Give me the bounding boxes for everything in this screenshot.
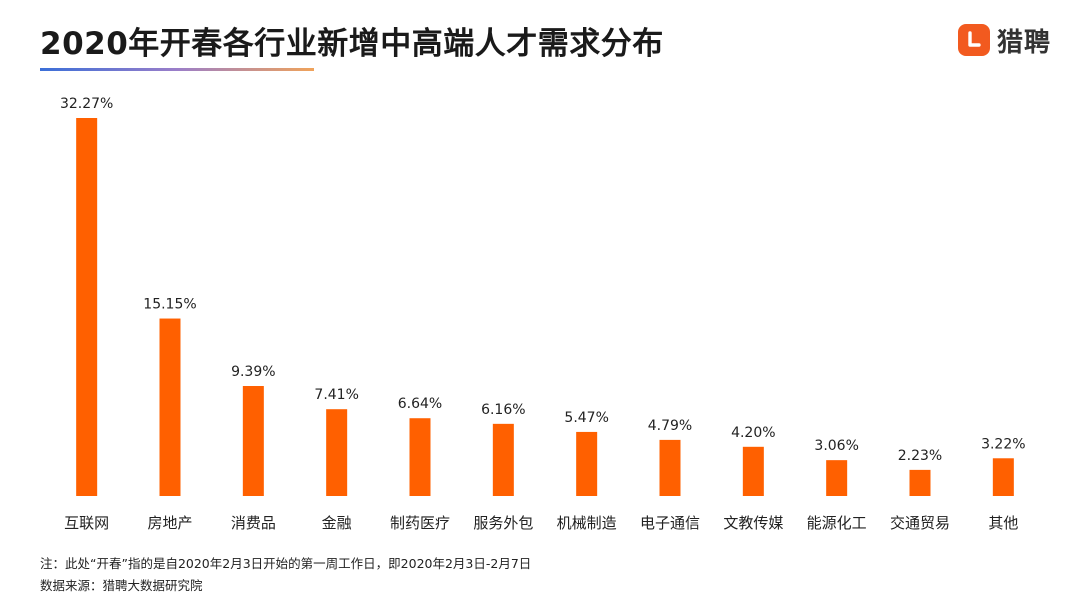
- category-label-1: 房地产: [147, 514, 192, 532]
- category-label-7: 电子通信: [640, 514, 700, 532]
- value-label-10: 2.23%: [898, 448, 942, 464]
- value-label-11: 3.22%: [981, 436, 1025, 452]
- bar-6: [576, 431, 598, 496]
- category-label-0: 互联网: [64, 514, 109, 532]
- category-label-4: 制药医疗: [390, 514, 450, 532]
- bar-11: [992, 458, 1014, 496]
- bar-chart: 32.27% 互联网 15.15% 房地产 9.39% 消费品 7.41% 金融 6.64% 制药…: [60, 96, 1026, 532]
- category-label-9: 能源化工: [807, 514, 867, 532]
- bar-1: [159, 318, 181, 496]
- category-label-5: 服务外包: [473, 514, 533, 532]
- brand-logo: 猎聘: [958, 22, 1051, 58]
- category-label-10: 交通贸易: [890, 514, 950, 532]
- title-underline: [40, 68, 314, 71]
- footnote: 注：此处“开春”指的是自2020年2月3日开始的第一周工作日，即2020年2月3…: [40, 556, 532, 571]
- category-label-11: 其他: [988, 514, 1018, 532]
- category-label-2: 消费品: [231, 514, 276, 532]
- value-label-2: 9.39%: [231, 364, 275, 380]
- bar-7: [659, 439, 681, 496]
- value-label-3: 7.41%: [314, 387, 358, 403]
- value-label-5: 6.16%: [481, 402, 525, 418]
- bar-5: [492, 423, 514, 496]
- category-label-6: 机械制造: [557, 514, 617, 532]
- bar-4: [409, 418, 431, 496]
- value-label-0: 32.27%: [60, 96, 113, 112]
- bar-9: [826, 460, 848, 496]
- logo-text: 猎聘: [997, 27, 1052, 58]
- bar-0: [76, 118, 98, 496]
- category-label-8: 文教传媒: [723, 514, 783, 532]
- bar-2: [242, 386, 264, 496]
- value-label-9: 3.06%: [814, 438, 858, 454]
- value-label-6: 5.47%: [564, 410, 608, 426]
- chart-title: 2020年开春各行业新增中高端人才需求分布: [40, 26, 664, 62]
- bar-8: [742, 446, 764, 496]
- value-label-1: 15.15%: [143, 297, 196, 313]
- liepin-logo-icon: [958, 24, 990, 56]
- value-label-4: 6.64%: [398, 396, 442, 412]
- data-source: 数据来源：猎聘大数据研究院: [40, 578, 203, 593]
- bar-10: [909, 469, 931, 496]
- value-label-8: 4.20%: [731, 425, 775, 441]
- value-label-7: 4.79%: [648, 418, 692, 434]
- category-label-3: 金融: [322, 514, 352, 532]
- bar-3: [326, 409, 348, 496]
